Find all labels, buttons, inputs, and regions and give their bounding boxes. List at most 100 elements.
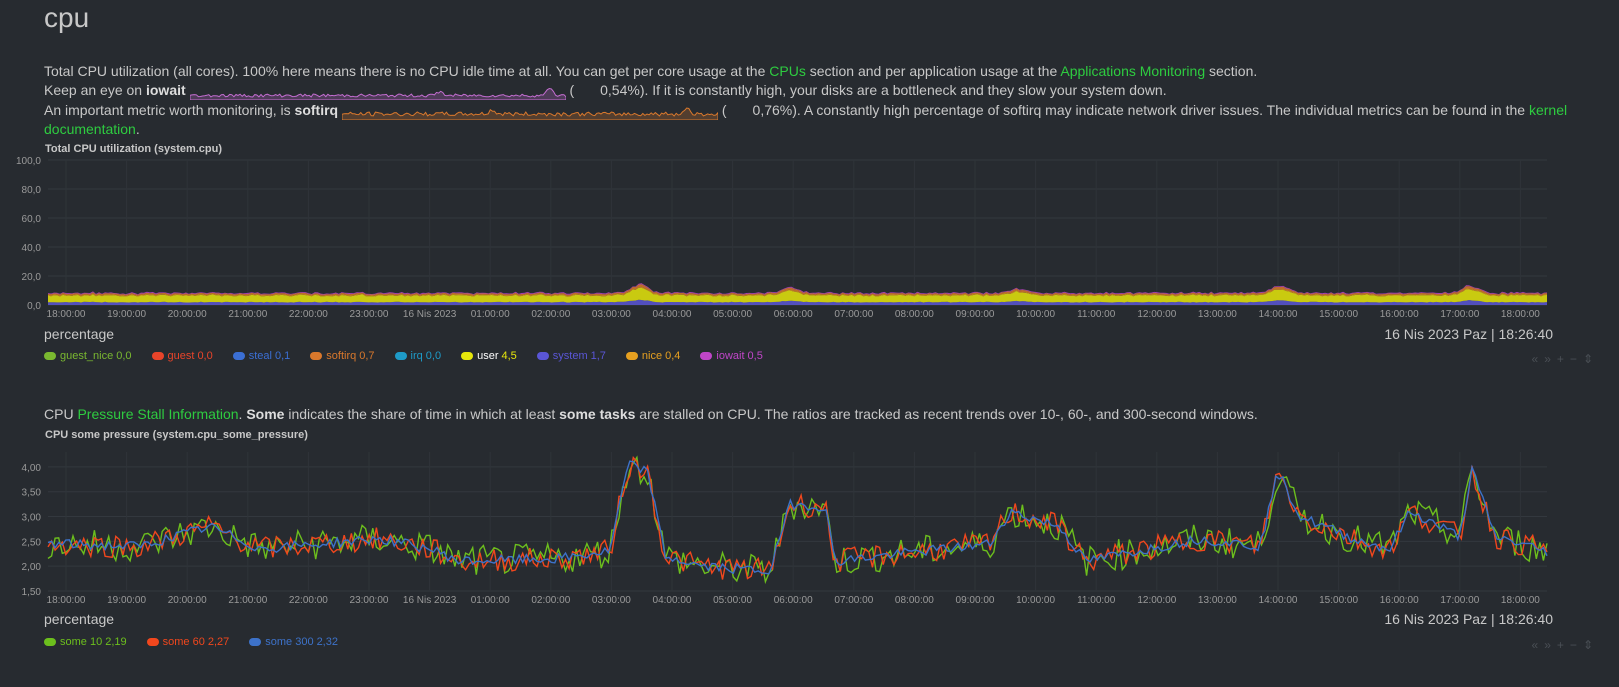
y-tick-label: 2,50 [22,537,42,548]
x-tick-label: 18:00:00 [47,309,86,320]
x-tick-label: 05:00:00 [713,309,752,320]
y-tick-label: 3,00 [22,513,42,524]
x-tick-label: 02:00:00 [531,595,570,606]
cpu-legend-item-user[interactable]: user 4,5 [461,350,517,362]
documentation-link[interactable]: documentation [44,121,136,137]
x-tick-label: 21:00:00 [228,309,267,320]
iowait-value: 0,54% [600,82,640,98]
pressure-legend-item-some-60[interactable]: some 60 2,27 [146,636,229,648]
psi-text: CPU [44,406,78,422]
area-series-nice [48,286,1547,297]
cpu-chart-legend: guest_nice 0,0 guest 0,0 steal 0,1 softirq 0,7 i… [44,350,783,362]
resize-handle[interactable]: ⇕ [1582,352,1599,366]
zoom-out-button[interactable]: − [1569,352,1583,366]
pan-left-button[interactable]: « [1531,638,1545,652]
legend-swatch [700,352,713,361]
cpu-legend-item-system[interactable]: system 1,7 [536,350,606,362]
y-tick-label: 100,0 [16,156,41,167]
kernel-link[interactable]: kernel [1528,102,1568,118]
line-series-some-10 [47,455,1548,585]
legend-label: iowait [716,350,745,362]
x-tick-label: 23:00:00 [350,595,389,606]
psi-some-tasks-label: some tasks [559,406,636,422]
legend-value: 0,0 [425,350,442,362]
iowait-sparkline[interactable] [189,82,566,101]
zoom-out-button[interactable]: − [1569,638,1583,652]
intro-line-4: documentation. [44,119,140,139]
x-tick-label: 16 Nis 2023 [403,309,457,320]
x-tick-label: 20:00:00 [168,595,207,606]
cpu-utilization-chart[interactable]: 100,0 80,0 60,0 40,0 20,0 0,0 18:00:00 19:00:00… [0,155,1619,330]
x-tick-label: 15:00:00 [1319,309,1358,320]
y-tick-label: 1,50 [22,587,42,598]
y-tick-label: 0,0 [27,301,41,312]
cpus-link[interactable]: CPUs [769,63,806,79]
cpu-legend-item-guest[interactable]: guest 0,0 [151,350,213,362]
y-tick-label: 80,0 [22,185,42,196]
zoom-in-button[interactable]: + [1556,352,1570,366]
x-tick-label: 03:00:00 [592,309,631,320]
legend-swatch [44,638,56,647]
pressure-legend-item-some-10[interactable]: some 10 2,19 [44,636,127,648]
x-tick-label: 09:00:00 [956,309,995,320]
area-series-user [48,287,1547,303]
x-tick-label: 13:00:00 [1198,595,1237,606]
resize-handle[interactable]: ⇕ [1582,638,1599,652]
x-tick-label: 01:00:00 [471,595,510,606]
y-tick-label: 20,0 [22,272,42,283]
x-tick-label: 15:00:00 [1319,595,1358,606]
cpu-chart-toolbox: «»+−⇕ [1532,352,1599,366]
intro-text: ). If it is constantly high, your disks … [639,82,1167,98]
legend-label: guest_nice [60,350,114,362]
pressure-chart-legend: some 10 2,19 some 60 2,27 some 300 2,32 [44,636,358,648]
x-tick-label: 13:00:00 [1198,309,1237,320]
cpu-legend-item-iowait[interactable]: iowait 0,5 [700,350,763,362]
legend-value: 4,5 [501,350,517,362]
x-tick-label: 07:00:00 [834,595,873,606]
cpu-legend-item-irq[interactable]: irq 0,0 [394,350,442,362]
zoom-in-button[interactable]: + [1556,638,1570,652]
applications-monitoring-link[interactable]: Applications Monitoring [1060,63,1206,79]
legend-swatch [461,352,474,361]
x-tick-label: 12:00:00 [1137,309,1176,320]
x-tick-label: 22:00:00 [289,309,328,320]
x-tick-label: 20:00:00 [168,309,207,320]
cpu-legend-item-steal[interactable]: steal 0,1 [232,350,290,362]
cpu-legend-item-softirq[interactable]: softirq 0,7 [310,350,375,362]
x-tick-label: 18:00:00 [1501,595,1540,606]
softirq-label: softirq [294,102,339,118]
psi-text: indicates the share of time in which at … [284,406,560,422]
x-tick-label: 16:00:00 [1380,595,1419,606]
legend-label: some 10 [60,636,103,648]
pan-right-button[interactable]: » [1544,352,1557,366]
psi-link[interactable]: Pressure Stall Information [77,406,239,422]
x-tick-label: 18:00:00 [1501,309,1540,320]
x-tick-label: 06:00:00 [774,309,813,320]
legend-label: nice [641,350,663,362]
intro-text: . [135,121,140,137]
intro-text: section and per application usage at the [805,63,1061,79]
x-tick-label: 11:00:00 [1077,309,1116,320]
legend-value: 2,19 [105,636,127,648]
x-tick-label: 01:00:00 [471,309,510,320]
softirq-sparkline[interactable] [341,102,718,121]
psi-some-label: Some [246,406,285,422]
pan-right-button[interactable]: » [1544,638,1557,652]
iowait-label: iowait [145,82,186,98]
intro-line-2: Keep an eye on iowait (0,54%). If it is … [44,80,1167,101]
cpu-legend-item-nice[interactable]: nice 0,4 [625,350,680,362]
cpu-pressure-chart[interactable]: 4,00 3,50 3,00 2,50 2,00 1,50 18:00:00 19:00:00… [0,440,1619,610]
pan-left-button[interactable]: « [1531,352,1545,366]
legend-label: softirq [326,350,357,362]
legend-label: steal [248,350,272,362]
intro-line-1: Total CPU utilization (all cores). 100% … [44,61,1257,81]
x-tick-label: 16:00:00 [1380,309,1419,320]
legend-value: 0,0 [197,350,213,362]
sparkline-area [341,107,718,121]
legend-swatch [44,352,56,361]
pressure-chart-toolbox: «»+−⇕ [1532,638,1599,652]
cpu-legend-item-guest_nice[interactable]: guest_nice 0,0 [44,350,132,362]
cpu-chart-datetime: 16 Nis 2023 Paz | 18:26:40 [1384,326,1553,342]
x-tick-label: 22:00:00 [289,595,328,606]
pressure-legend-item-some-300[interactable]: some 300 2,32 [249,636,338,648]
